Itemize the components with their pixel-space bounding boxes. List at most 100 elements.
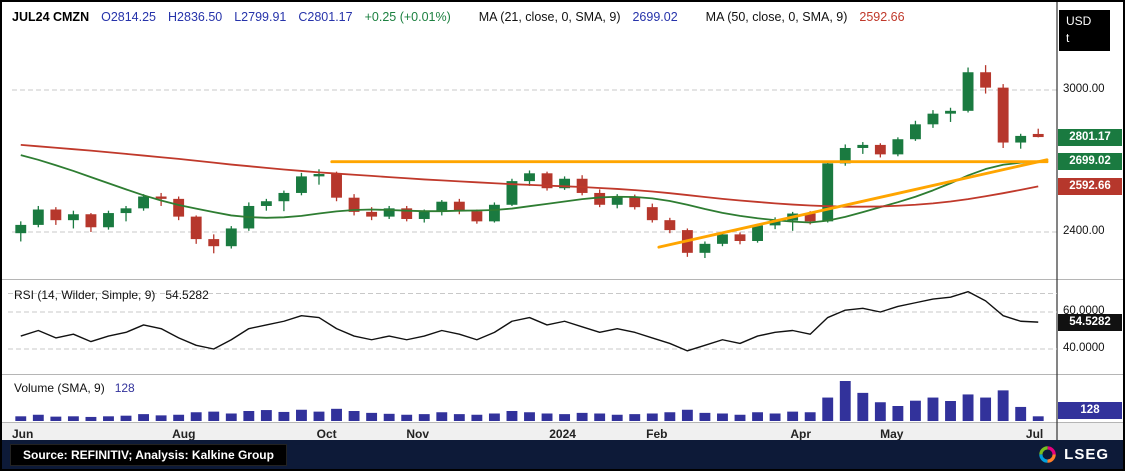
volume-bar [787,411,799,421]
volume-bar [541,413,553,421]
candle-body [85,214,97,228]
candle-body [331,174,342,198]
axis-unit-measure: t [1066,31,1070,46]
candle-body [646,207,658,221]
volume-bar [681,409,693,421]
volume-bar [225,413,237,421]
volume-bar [155,415,167,421]
candle-body [506,181,518,205]
volume-bar [804,412,816,421]
volume-bar [997,390,1009,421]
volume-label: Volume (SMA, 9) [14,381,105,395]
volume-panel-title: Volume (SMA, 9) 128 [14,381,135,395]
volume-bar [646,413,658,421]
volume-bar [243,411,255,421]
volume-bar [629,414,641,421]
rsi-value-tag: 54.5282 [1058,313,1122,331]
x-axis-label-aug: Aug [172,427,196,441]
candle-body [453,201,465,212]
volume-bar [401,414,413,421]
price-tick-label: 2400.00 [1063,225,1105,237]
candle-body [541,173,553,189]
candle-body [313,174,325,177]
axis-unit-badge[interactable]: USD t [1059,10,1110,51]
volume-bar [857,392,869,421]
candle-body [717,234,728,244]
volume-bar [67,416,79,421]
lseg-logo-icon [1039,446,1056,463]
candle-body [629,196,641,208]
candle-body [997,87,1009,143]
candle-body [208,239,220,247]
volume-bar [752,412,763,421]
candle-body [576,178,588,193]
lseg-logo-text: LSEG [1064,446,1109,463]
volume-value-tag: 128 [1058,402,1122,419]
ma50-label: MA (50, close, 0, SMA, 9) [705,10,848,24]
close-value: C2801.17 [298,10,353,24]
axis-unit-currency: USD [1066,14,1092,28]
volume-bar [190,412,202,421]
volume-bar [313,411,325,421]
candle-body [436,201,448,212]
x-axis-label-jul: Jul [1025,427,1044,441]
x-axis-label-jun: Jun [12,427,34,441]
last-price-price-tag: 2801.17 [1058,128,1122,146]
rsi-line [20,290,1039,352]
candle-body [909,124,921,140]
volume-bar [611,414,623,421]
volume-bar [839,381,851,421]
instrument-legend: JUL24 CMZN O2814.25 H2836.50 L2799.91 C2… [12,2,917,32]
volume-bar [278,411,290,421]
volume-bar [50,416,62,421]
candle-body [488,204,500,222]
volume-bar [15,416,27,421]
candle-body [260,201,272,206]
footer-bar: Source: REFINITIV; Analysis: Kalkine Gro… [2,440,1123,469]
candle-body [296,176,307,193]
candle-body [559,178,571,189]
candle-body [67,214,79,221]
volume-bar [874,402,886,421]
volume-bar [892,406,904,421]
candle-body [980,72,992,88]
high-value: H2836.50 [168,10,223,24]
candle-body [804,213,816,222]
volume-bar [103,416,114,421]
volume-bar [1015,406,1027,421]
source-attribution: Source: REFINITIV; Analysis: Kalkine Gro… [10,443,287,466]
volume-bar [348,411,360,421]
price-tick-label: 3000.00 [1063,83,1105,95]
candle-body [120,208,132,214]
volume-bar [909,400,921,421]
volume-bar [32,414,44,421]
candle-body [366,211,378,217]
candle-body [103,213,114,228]
volume-bar [331,408,342,421]
volume-bar [576,412,588,421]
volume-bar [138,414,150,421]
candle-body [857,144,869,148]
x-axis-label-oct: Oct [316,427,337,441]
rsi-value: 54.5282 [165,288,209,302]
volume-bar [699,412,711,421]
candle-body [401,208,413,219]
volume-bar [945,401,956,421]
candle-body [138,196,150,209]
volume-bar [769,413,781,421]
candle-body [945,110,956,114]
candle-body [278,192,290,202]
rsi-panel-title: RSI (14, Wilder, Simple, 9) 54.5282 [14,288,209,302]
volume-bar [173,414,185,421]
ma21-line [20,154,1039,224]
symbol-label: JUL24 CMZN [12,10,90,24]
volume-bar [208,411,220,421]
candle-body [734,234,746,241]
volume-bar [120,415,132,421]
candle-body [874,144,886,155]
volume-bar [383,413,395,421]
volume-bar [418,414,430,421]
candle-body [611,196,623,205]
